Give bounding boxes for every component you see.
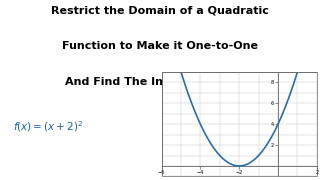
Text: Restrict the Domain of a Quadratic: Restrict the Domain of a Quadratic	[51, 5, 269, 15]
Text: Function to Make it One-to-One: Function to Make it One-to-One	[62, 41, 258, 51]
Text: And Find The Inverse Function: And Find The Inverse Function	[65, 77, 255, 87]
Text: $f(x) = (x + 2)^2$: $f(x) = (x + 2)^2$	[13, 119, 83, 134]
